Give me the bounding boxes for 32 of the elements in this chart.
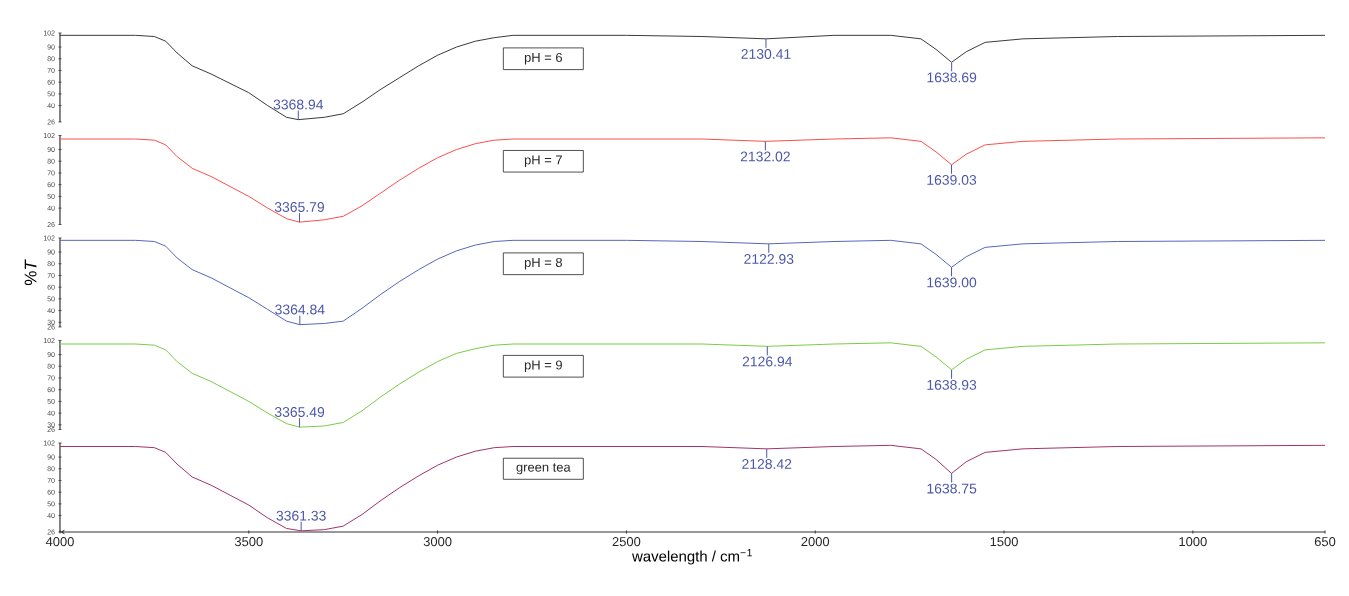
x-tick-label: 3000 (423, 537, 452, 547)
x-tick-label: 2500 (612, 537, 641, 547)
x-tick-label: 3500 (234, 537, 263, 547)
y-axis-title: %T (24, 259, 37, 286)
annotation: 1639.03 (927, 174, 977, 185)
series-label: pH = 9 (524, 360, 562, 373)
annotation: 2132.02 (740, 151, 790, 162)
annotation: 2130.41 (741, 49, 791, 59)
annotation: 1639.00 (927, 277, 977, 288)
annotation: 3368.94 (273, 99, 324, 110)
series-label: pH = 6 (524, 52, 563, 65)
series-label: green tea (516, 463, 571, 475)
x-tick-label: 2000 (801, 537, 830, 547)
x-tick-label: 1500 (990, 537, 1018, 547)
series-label: pH = 8 (524, 257, 563, 270)
annotation: 1638.75 (927, 483, 977, 494)
x-axis-title: wavelength / cm$^{−1}$ (632, 549, 752, 565)
annotation: 3361.33 (276, 510, 326, 521)
x-tick-label: 1000 (1179, 537, 1207, 547)
annotation: 1638.93 (927, 379, 977, 390)
series-label: pH = 7 (524, 155, 562, 168)
annotation: 2128.42 (742, 459, 792, 469)
line-series (59, 239, 1326, 326)
annotation: 1638.69 (927, 72, 977, 83)
annotation: 3365.79 (274, 202, 325, 212)
x-tick-label: 4000 (45, 537, 74, 547)
annotation: 3364.84 (275, 304, 325, 315)
annotation: 3365.49 (274, 407, 325, 417)
line-series (59, 34, 1326, 121)
x-tick-label: 650 (1314, 537, 1336, 547)
annotation: 2122.93 (744, 254, 794, 264)
annotation: 2126.94 (742, 356, 793, 367)
